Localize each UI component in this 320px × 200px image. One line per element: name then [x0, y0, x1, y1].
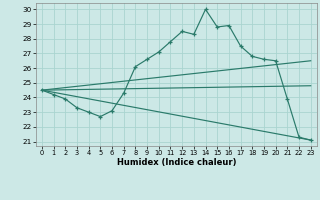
X-axis label: Humidex (Indice chaleur): Humidex (Indice chaleur) — [116, 158, 236, 167]
